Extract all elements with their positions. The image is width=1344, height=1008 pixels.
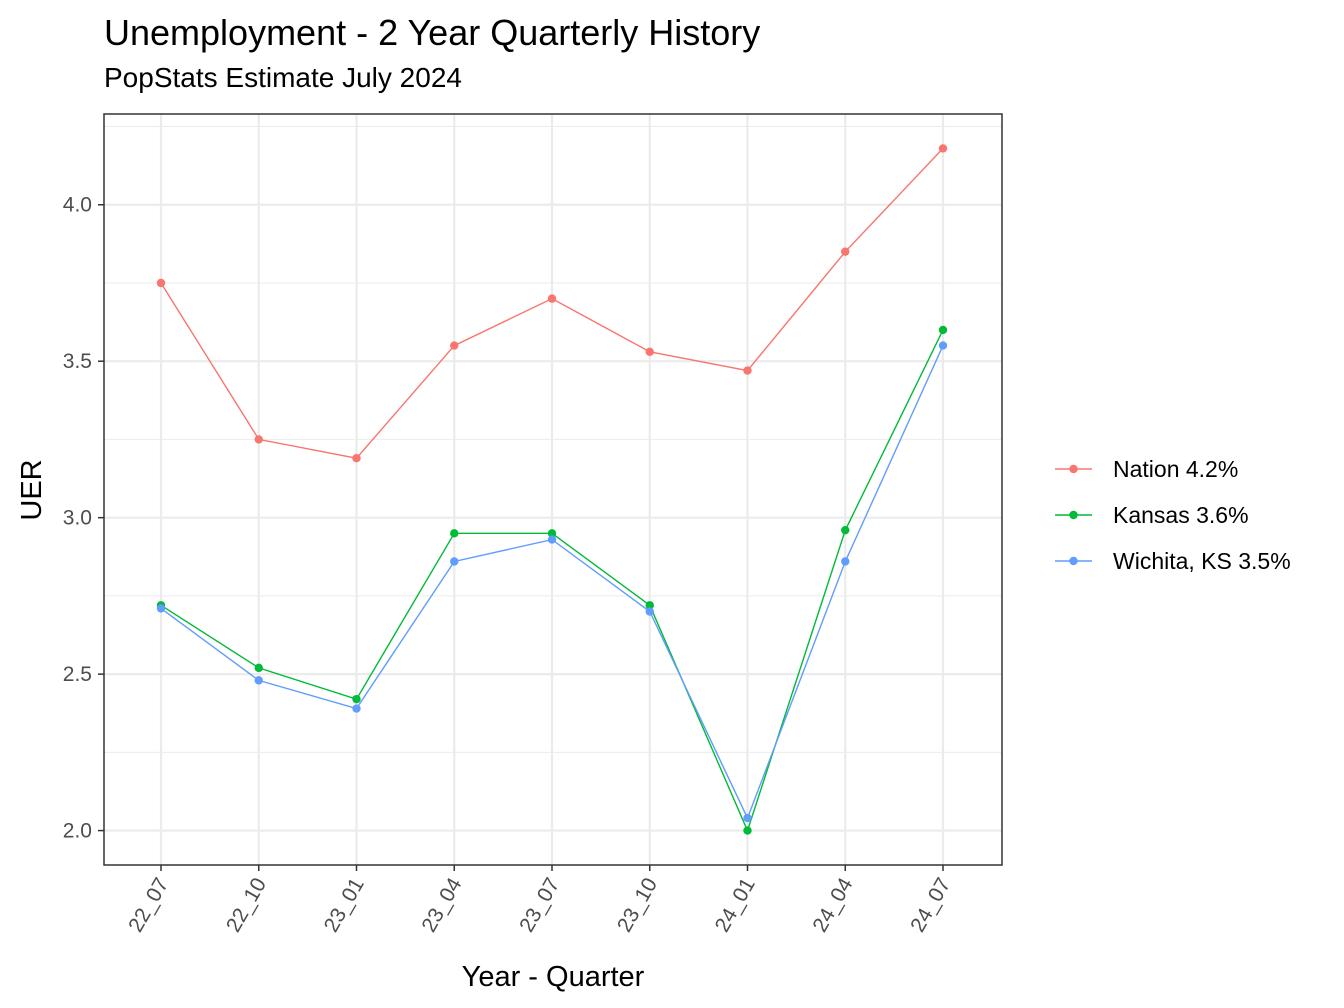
y-tick-label: 4.0: [63, 194, 92, 217]
y-tick-label: 3.5: [63, 350, 92, 373]
legend-label: Wichita, KS 3.5%: [1113, 548, 1291, 574]
legend-key-point: [1069, 510, 1078, 520]
x-tick-label: 23_04: [417, 874, 466, 936]
data-point: [938, 325, 948, 335]
data-point: [156, 604, 166, 613]
x-tick-label: 23_01: [320, 874, 369, 936]
x-tick-label: 22_07: [124, 874, 173, 936]
data-point: [938, 341, 948, 350]
data-point: [547, 294, 557, 303]
data-point: [156, 278, 166, 288]
data-point: [547, 529, 557, 538]
data-point: [841, 247, 850, 256]
legend: Nation 4.2% Kansas 3.6% Wichita, KS 3.5%: [1055, 456, 1291, 574]
chart-title: Unemployment - 2 Year Quarterly History: [104, 12, 761, 53]
legend-label: Kansas 3.6%: [1113, 502, 1249, 528]
x-tick-label: 24_04: [808, 874, 857, 936]
data-point: [352, 454, 361, 463]
data-point: [450, 341, 459, 350]
data-point: [254, 663, 263, 673]
data-point: [450, 557, 459, 566]
data-point: [450, 529, 459, 538]
data-point: [645, 607, 654, 616]
y-tick-label: 2.5: [63, 663, 92, 686]
x-tick-label: 23_10: [613, 874, 662, 936]
data-point: [743, 813, 752, 823]
data-point: [743, 826, 752, 835]
plot-panel-border: [103, 113, 1003, 866]
legend-key-point: [1069, 464, 1078, 474]
x-tick-label: 23_07: [515, 874, 564, 936]
data-point: [841, 525, 850, 535]
x-tick-label: 24_07: [906, 874, 955, 936]
x-axis-title: Year - Quarter: [462, 961, 645, 993]
y-tick-label: 3.0: [63, 507, 92, 530]
data-point: [841, 557, 850, 566]
chart-subtitle: PopStats Estimate July 2024: [104, 62, 462, 93]
grid-layer: [104, 114, 1002, 865]
y-tick-label: 2.0: [63, 820, 92, 843]
data-point: [645, 601, 654, 610]
y-axis-title: UER: [16, 459, 48, 520]
legend-label: Nation 4.2%: [1113, 456, 1238, 482]
data-point: [743, 366, 752, 375]
axis-layer: 2.0 2.5 3.0 3.5 4.0 22_07 22_10 23_01 23_04 23_07…: [63, 194, 956, 936]
data-point: [254, 676, 263, 685]
data-point: [547, 535, 557, 544]
data-point: [352, 704, 361, 713]
data-point: [938, 144, 948, 153]
data-point: [645, 347, 654, 357]
x-tick-label: 22_10: [222, 874, 271, 936]
data-point: [254, 435, 263, 444]
data-point: [352, 694, 361, 704]
legend-key-point: [1069, 556, 1078, 566]
x-tick-label: 24_01: [711, 874, 760, 936]
series-layer: [156, 144, 948, 835]
